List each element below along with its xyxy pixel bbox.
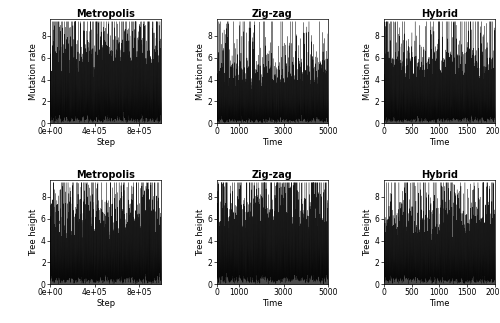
X-axis label: Step: Step	[96, 299, 115, 308]
Title: Hybrid: Hybrid	[421, 9, 458, 19]
Title: Metropolis: Metropolis	[76, 170, 135, 180]
Y-axis label: Mutation rate: Mutation rate	[29, 43, 38, 100]
Title: Zig-zag: Zig-zag	[252, 170, 293, 180]
X-axis label: Time: Time	[429, 138, 450, 147]
Y-axis label: Tree height: Tree height	[363, 209, 372, 256]
X-axis label: Time: Time	[429, 299, 450, 308]
X-axis label: Step: Step	[96, 138, 115, 147]
Y-axis label: Tree height: Tree height	[196, 209, 205, 256]
X-axis label: Time: Time	[262, 299, 283, 308]
Title: Zig-zag: Zig-zag	[252, 9, 293, 19]
Title: Metropolis: Metropolis	[76, 9, 135, 19]
Y-axis label: Mutation rate: Mutation rate	[363, 43, 372, 100]
Title: Hybrid: Hybrid	[421, 170, 458, 180]
X-axis label: Time: Time	[262, 138, 283, 147]
Y-axis label: Mutation rate: Mutation rate	[196, 43, 205, 100]
Y-axis label: Tree height: Tree height	[29, 209, 38, 256]
